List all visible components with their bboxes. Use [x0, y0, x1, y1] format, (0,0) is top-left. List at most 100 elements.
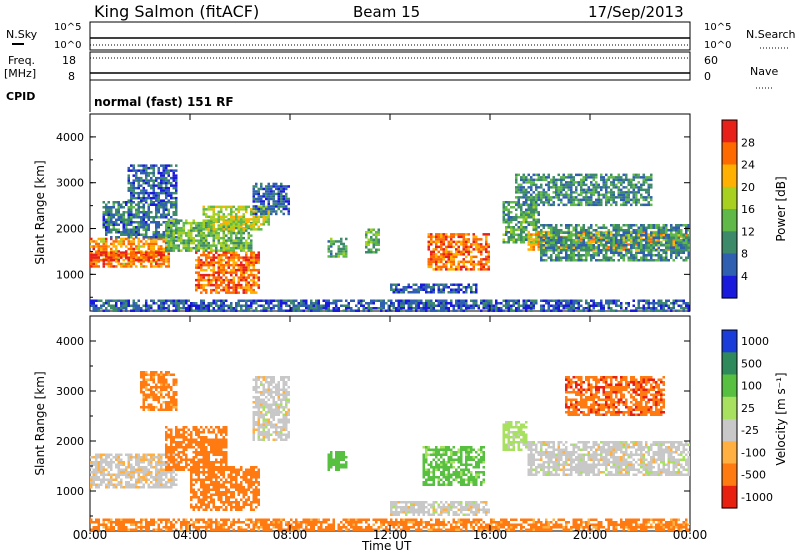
- power-cell: [515, 208, 518, 211]
- power-cell: [685, 233, 688, 236]
- power-cell: [515, 178, 518, 182]
- power-cell: [225, 223, 228, 226]
- power-cell: [207, 244, 210, 247]
- power-cell: [537, 186, 540, 189]
- power-cell: [487, 258, 490, 261]
- power-cell: [367, 248, 370, 251]
- power-cell: [162, 171, 165, 175]
- power-cell: [245, 253, 248, 257]
- power-cell: [250, 244, 253, 247]
- power-cell: [455, 253, 458, 256]
- power-cell: [282, 302, 285, 305]
- power-cell: [517, 216, 520, 219]
- power-cell: [457, 248, 460, 251]
- power-cell: [162, 213, 165, 216]
- power-cell: [575, 173, 578, 177]
- power-cell: [370, 248, 373, 251]
- power-cell: [625, 196, 628, 199]
- power-cell: [110, 262, 113, 266]
- power-cell: [607, 186, 610, 189]
- power-cell: [237, 304, 240, 307]
- power-cell: [662, 309, 665, 312]
- power-cell: [665, 244, 668, 247]
- power-cell: [617, 181, 620, 184]
- power-cell: [390, 304, 393, 307]
- power-cell: [685, 249, 688, 252]
- power-cell: [345, 309, 348, 312]
- power-cell: [615, 246, 618, 249]
- power-cell: [585, 251, 588, 254]
- power-cell: [175, 213, 178, 216]
- freq-tick-bottom: 8: [68, 70, 75, 83]
- power-cell: [275, 192, 278, 196]
- power-cell: [497, 309, 500, 312]
- power-cell: [180, 226, 183, 230]
- power-cell: [217, 236, 220, 240]
- power-cell: [257, 268, 260, 272]
- power-cell: [150, 199, 153, 202]
- power-cell: [142, 256, 145, 259]
- power-cell: [625, 254, 628, 257]
- power-cell: [100, 299, 103, 302]
- power-cell: [255, 261, 258, 264]
- power-cell: [522, 213, 525, 216]
- power-cell: [110, 236, 113, 239]
- power-cell: [112, 213, 115, 216]
- power-cell: [450, 235, 453, 239]
- power-cell: [177, 219, 180, 222]
- power-cell: [105, 221, 108, 224]
- power-cell: [597, 196, 600, 199]
- power-cell: [570, 236, 573, 239]
- power-cell: [157, 216, 160, 219]
- power-cell: [545, 259, 548, 262]
- power-cell: [322, 299, 325, 302]
- power-cell: [145, 256, 148, 259]
- power-cell: [527, 198, 530, 202]
- power-cell: [235, 215, 238, 219]
- power-cell: [115, 302, 118, 305]
- power-cell: [440, 260, 443, 264]
- power-cell: [212, 273, 215, 277]
- power-cell: [147, 242, 150, 246]
- power-cell: [190, 221, 193, 225]
- power-cell: [570, 186, 573, 189]
- power-cell: [162, 169, 165, 172]
- power-cell: [127, 189, 130, 192]
- power-cell: [232, 210, 235, 214]
- power-cell: [210, 246, 213, 250]
- power-cell: [527, 181, 530, 184]
- power-cell: [570, 251, 573, 254]
- power-cell: [130, 260, 133, 263]
- power-cell: [567, 186, 570, 189]
- power-cell: [480, 248, 483, 251]
- power-cell: [147, 166, 150, 170]
- power-cell: [440, 255, 443, 259]
- power-cell: [545, 239, 548, 242]
- power-cell: [472, 255, 475, 259]
- power-cell: [545, 241, 548, 244]
- power-cell: [122, 226, 125, 229]
- power-cell: [250, 241, 253, 245]
- power-cell: [167, 265, 170, 268]
- power-cell: [372, 238, 375, 241]
- power-cell: [145, 251, 148, 254]
- power-cell: [240, 221, 243, 225]
- power-cell: [235, 218, 238, 221]
- power-cell: [272, 207, 275, 211]
- power-cell: [552, 251, 555, 254]
- power-cell: [232, 291, 235, 294]
- power-cell: [315, 309, 318, 312]
- power-cell: [225, 239, 228, 242]
- power-cell: [625, 236, 628, 239]
- power-cell: [650, 203, 653, 207]
- power-cell: [465, 250, 468, 254]
- power-cell: [392, 288, 395, 291]
- power-cell: [332, 255, 335, 258]
- power-cell: [640, 246, 643, 249]
- power-cell: [252, 210, 255, 214]
- power-cell: [642, 259, 645, 262]
- power-cell: [132, 169, 135, 172]
- power-cell: [602, 256, 605, 259]
- power-cell: [557, 178, 560, 182]
- power-cell: [365, 246, 368, 249]
